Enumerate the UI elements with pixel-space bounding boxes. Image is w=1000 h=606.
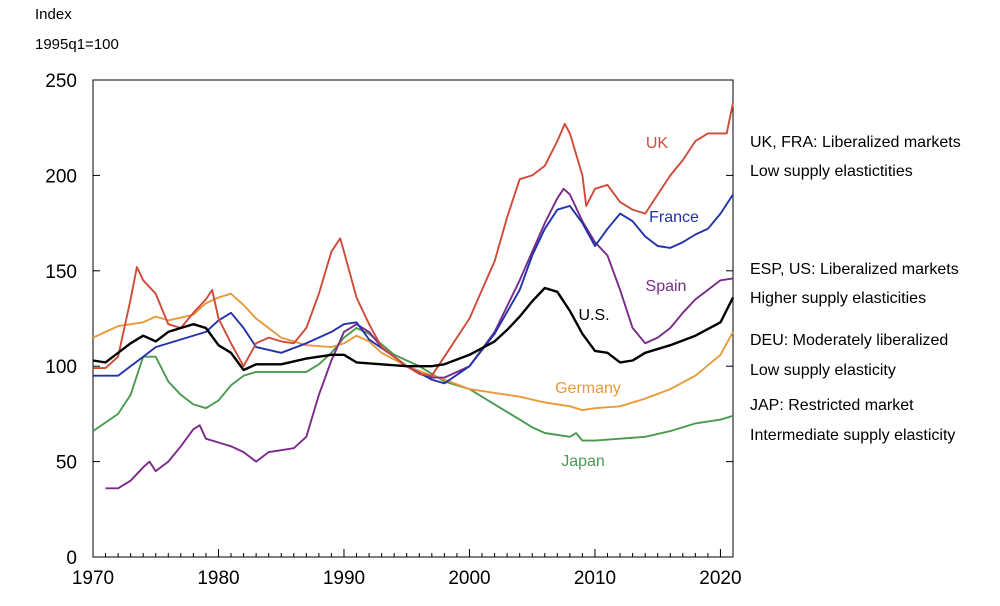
x-tick-label: 1990 <box>323 568 365 589</box>
y-tick-label: 200 <box>45 166 77 187</box>
y-axis-title-line1: Index <box>35 6 72 23</box>
note-esp-us-line1: ESP, US: Liberalized markets <box>750 261 959 278</box>
note-deu-line1: DEU: Moderately liberalized <box>750 332 949 349</box>
series-label-uk: UK <box>646 135 669 152</box>
note-jap-line2: Intermediate supply elasticity <box>750 427 956 444</box>
note-jap-line1: JAP: Restricted market <box>750 397 914 414</box>
y-tick-label: 50 <box>56 453 77 474</box>
series-line-france <box>93 193 734 385</box>
series-label-spain: Spain <box>646 278 687 295</box>
x-tick-label: 2010 <box>574 568 616 589</box>
note-uk-fra-line1: UK, FRA: Liberalized markets <box>750 134 961 151</box>
series-line-japan <box>92 327 734 442</box>
y-axis-title-line2: 1995q1=100 <box>35 36 119 53</box>
series-line-uk <box>93 102 734 377</box>
series-line-us <box>92 286 735 372</box>
x-tick-label: 1970 <box>72 568 114 589</box>
note-uk-fra-line2: Low supply elastictities <box>750 163 913 180</box>
series-label-germany: Germany <box>555 380 621 397</box>
note-esp-us-line2: Higher supply elasticities <box>750 290 927 307</box>
series-label-france: France <box>649 209 699 226</box>
plot-frame <box>92 79 734 558</box>
series-line-germany <box>92 292 734 412</box>
y-tick-label: 0 <box>66 548 77 569</box>
x-tick-label: 1980 <box>197 568 239 589</box>
y-tick-label: 150 <box>45 262 77 283</box>
note-deu-line2: Low supply elasticity <box>750 362 896 379</box>
series-label-us: U.S. <box>578 307 609 324</box>
y-tick-label: 100 <box>45 357 77 378</box>
x-tick-label: 2020 <box>699 568 741 589</box>
x-tick-label: 2000 <box>448 568 490 589</box>
series-line-spain <box>105 187 734 490</box>
y-tick-label: 250 <box>45 71 77 92</box>
series-label-japan: Japan <box>561 453 605 470</box>
